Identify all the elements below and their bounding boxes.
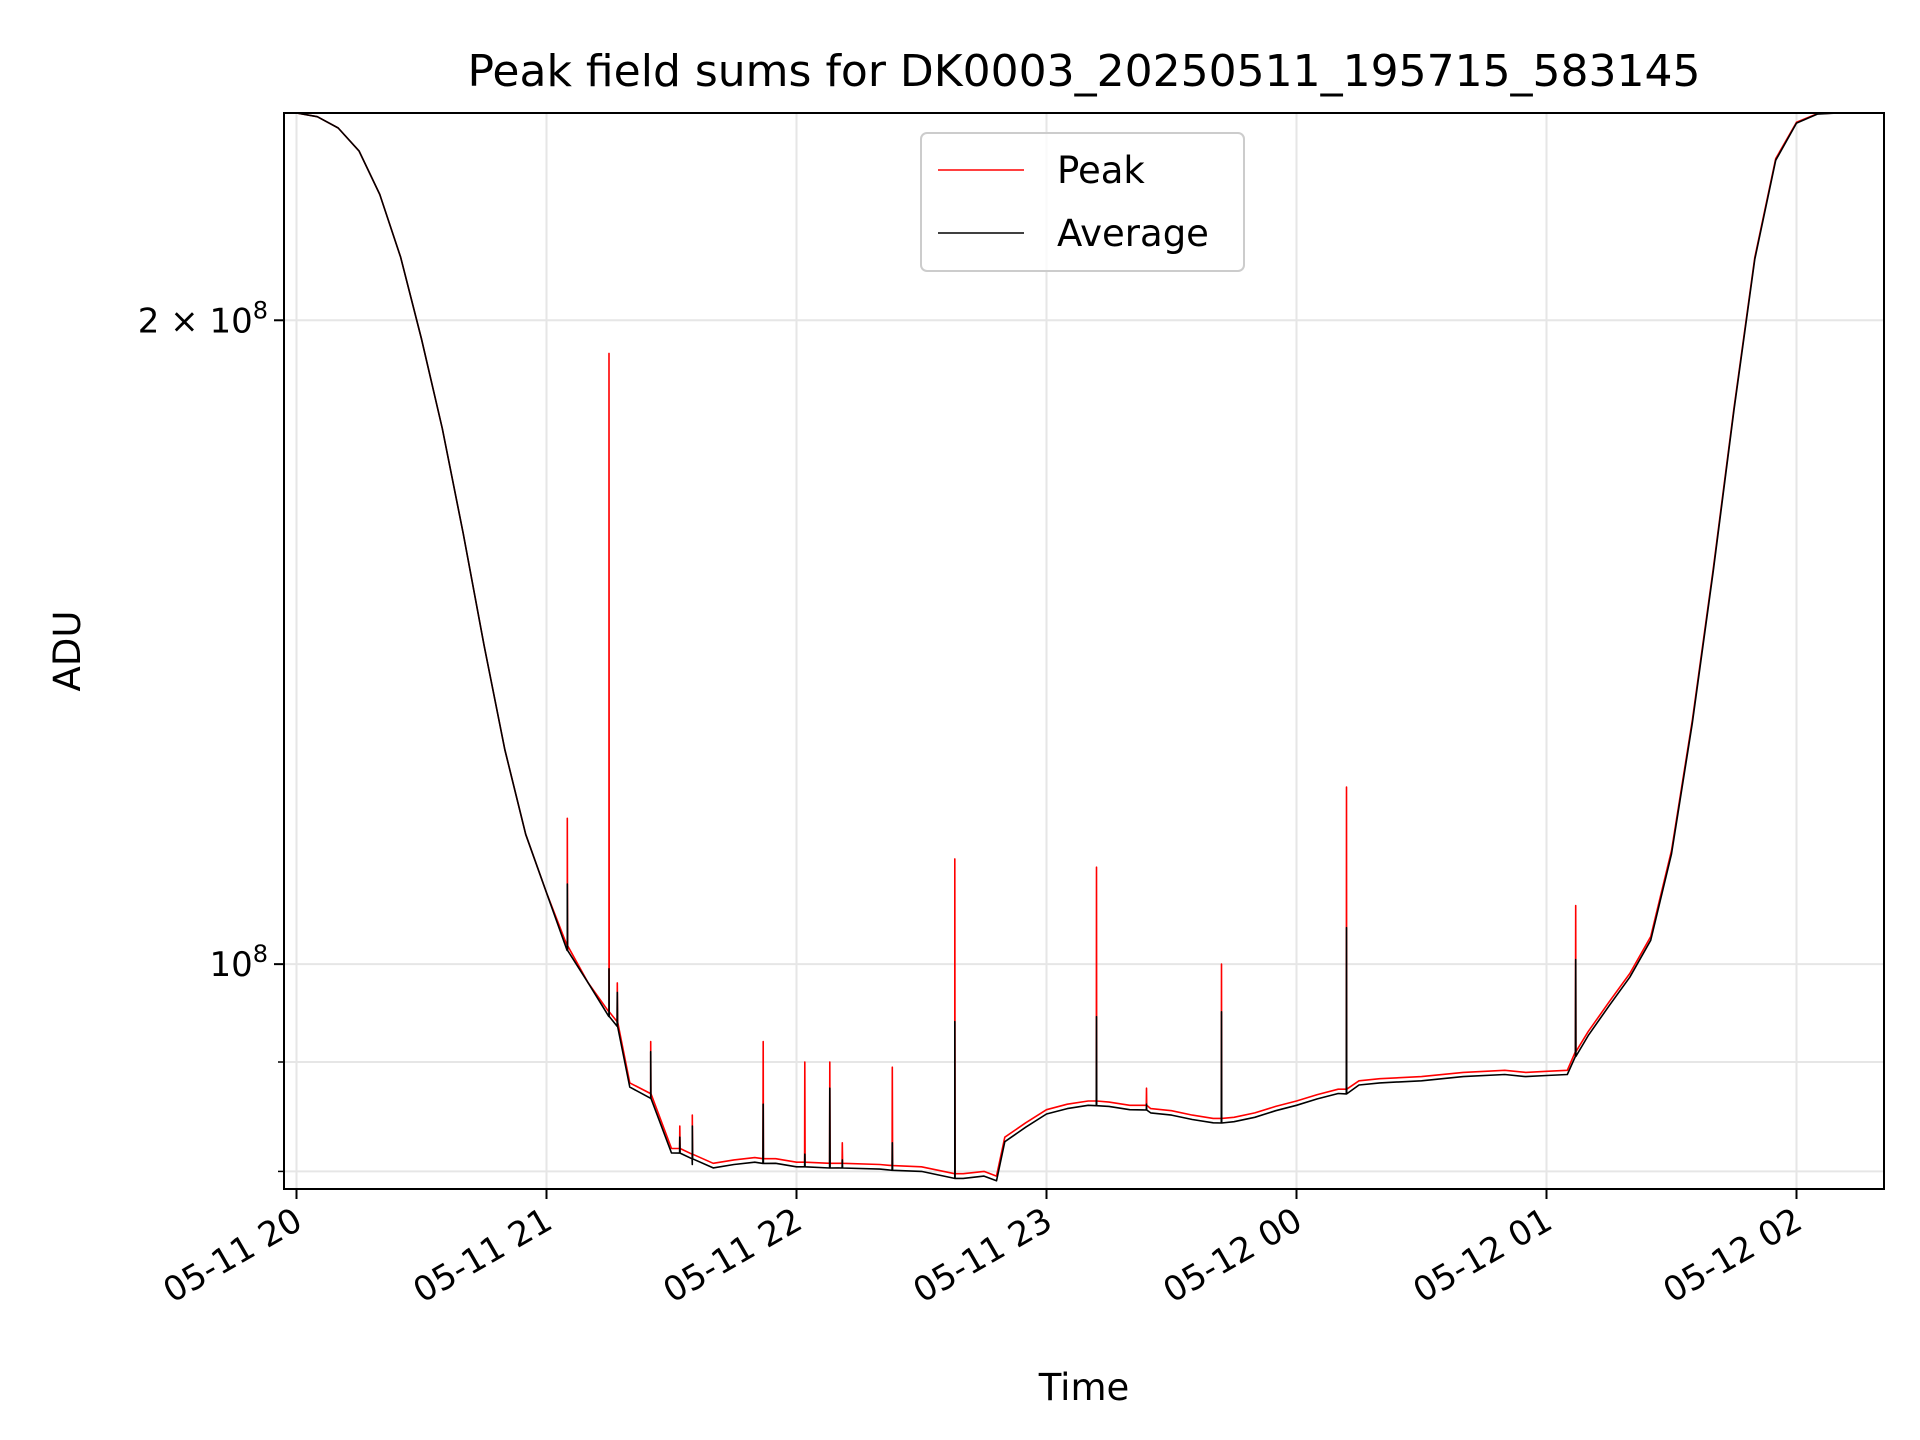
series-layer bbox=[284, 113, 1884, 1182]
legend-label-peak: Peak bbox=[1057, 149, 1145, 192]
chart-title: Peak field sums for DK0003_20250511_1957… bbox=[467, 46, 1700, 97]
y-axis-label: ADU bbox=[46, 611, 89, 692]
series-line-average bbox=[284, 113, 1884, 1182]
y-axis-ticks: 2 × 108 108 bbox=[138, 296, 284, 1173]
legend: Peak Average bbox=[920, 132, 1245, 272]
legend-label-average: Average bbox=[1057, 212, 1209, 255]
legend-box bbox=[920, 132, 1245, 272]
plot-frame bbox=[283, 112, 1885, 1190]
y-tick-label: 108 bbox=[209, 940, 268, 985]
series-line-peak bbox=[284, 113, 1884, 1177]
x-axis-label: Time bbox=[1038, 1366, 1130, 1409]
grid-lines bbox=[284, 113, 1884, 1189]
y-tick-label: 2 × 108 bbox=[138, 296, 268, 341]
